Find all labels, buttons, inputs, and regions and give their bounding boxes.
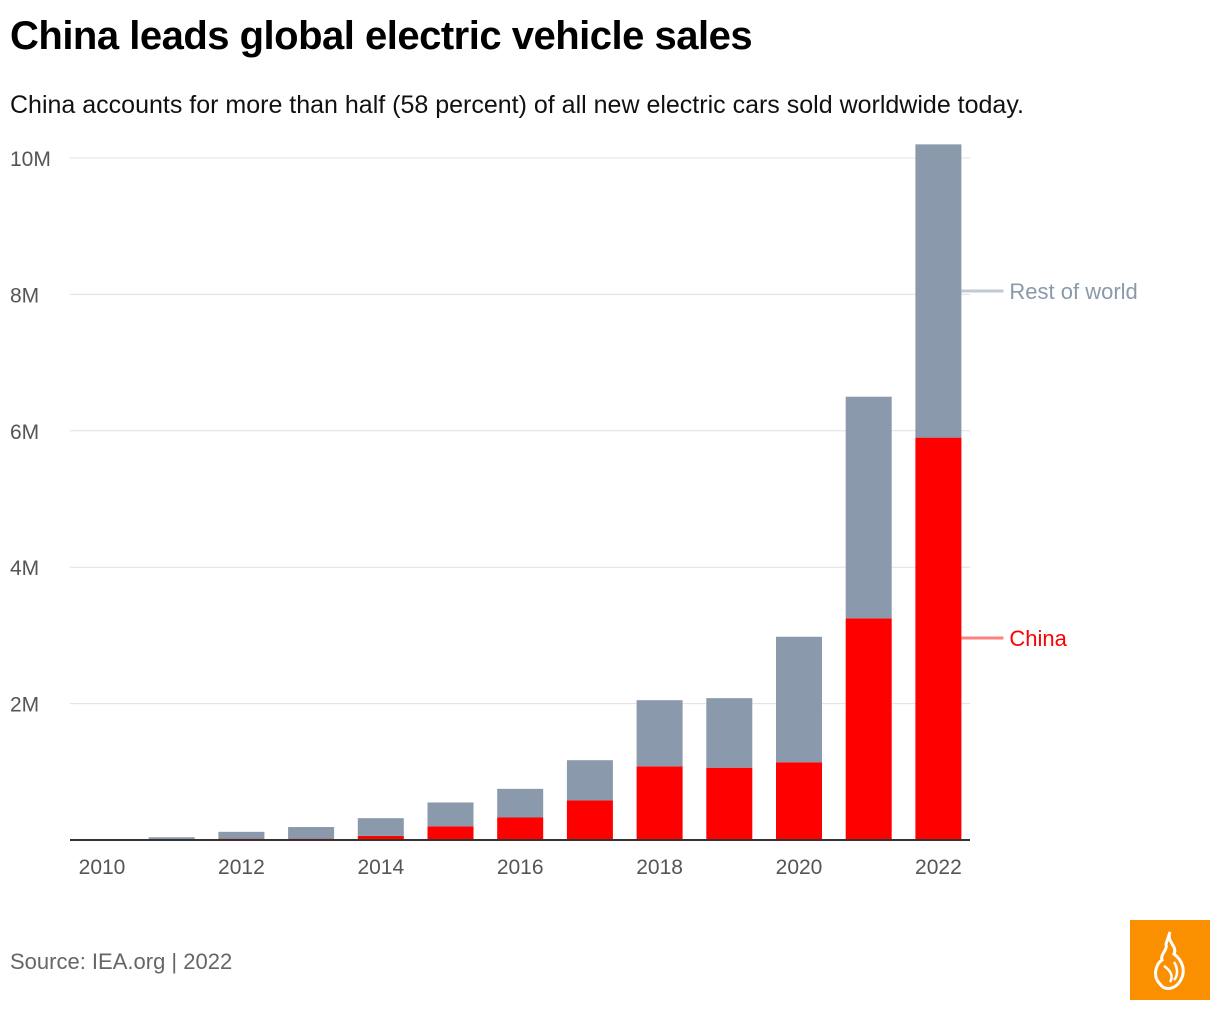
bar-china-2019 — [706, 767, 753, 840]
bar-rest-of-world-2014 — [357, 818, 404, 836]
y-tick-label: 6M — [10, 421, 39, 444]
legend-label-rest-of-world: Rest of world — [1009, 279, 1137, 304]
source-note: Source: IEA.org | 2022 — [10, 949, 233, 974]
chart-title: China leads global electric vehicle sale… — [10, 14, 753, 58]
x-tick-label: 2016 — [497, 856, 544, 879]
x-tick-label: 2012 — [218, 856, 265, 879]
x-tick-label: 2018 — [636, 856, 683, 879]
bar-china-2014 — [357, 835, 404, 840]
al-jazeera-logo — [1130, 920, 1210, 1000]
bar-china-2021 — [845, 618, 892, 840]
y-tick-label: 2M — [10, 694, 39, 717]
bar-china-2016 — [497, 817, 544, 840]
y-tick-label: 10M — [10, 148, 51, 171]
bar-rest-of-world-2019 — [706, 698, 753, 768]
bar-rest-of-world-2017 — [566, 760, 613, 801]
bar-china-2020 — [776, 762, 822, 840]
legend-label-china: China — [1009, 626, 1067, 651]
bar-china-2017 — [566, 800, 613, 840]
x-tick-label: 2020 — [776, 856, 823, 879]
bar-rest-of-world-2022 — [915, 144, 962, 438]
bar-china-2015 — [427, 826, 474, 840]
chart-subtitle: China accounts for more than half (58 pe… — [10, 91, 1024, 119]
al-jazeera-logo-icon — [1154, 931, 1185, 990]
bar-china-2022 — [915, 437, 962, 840]
bar-rest-of-world-2016 — [497, 788, 544, 818]
bar-rest-of-world-2013 — [288, 827, 335, 839]
bar-rest-of-world-2020 — [776, 636, 822, 763]
bar-rest-of-world-2015 — [427, 802, 474, 827]
bar-rest-of-world-2011 — [148, 837, 195, 840]
y-tick-label: 4M — [10, 557, 39, 580]
bar-china-2018 — [636, 766, 683, 840]
bar-rest-of-world-2021 — [845, 396, 892, 619]
y-tick-label: 8M — [10, 284, 39, 307]
bar-rest-of-world-2018 — [636, 700, 683, 767]
x-tick-label: 2014 — [357, 856, 404, 879]
x-tick-label: 2010 — [79, 856, 126, 879]
bar-rest-of-world-2012 — [218, 831, 265, 839]
x-tick-label: 2022 — [915, 856, 962, 879]
